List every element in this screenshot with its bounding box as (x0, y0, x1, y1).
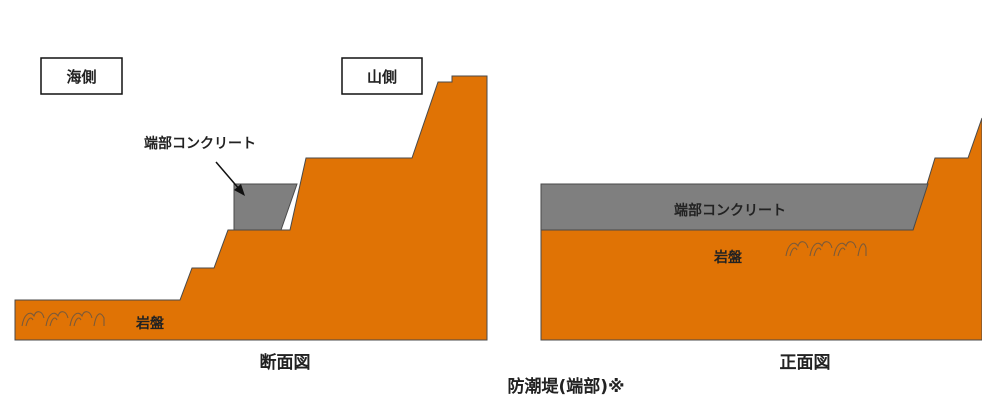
sea-side-label: 海側 (66, 68, 96, 86)
cross-section-view: 海側 山側 端部コンクリート 岩盤 断面図 (14, 57, 488, 373)
mountain-side-label-box (341, 57, 423, 95)
sea-side-label-box (40, 57, 123, 95)
section-end-concrete (233, 183, 298, 231)
section-grass-tufts (21, 311, 105, 327)
front-bedrock-label: 岩盤 (713, 249, 743, 266)
section-bedrock (14, 75, 488, 341)
concrete-pointer-arrow (215, 161, 241, 191)
front-grass-tufts (785, 241, 867, 257)
section-view-caption: 断面図 (260, 352, 311, 373)
section-concrete-label: 端部コンクリート (144, 135, 256, 152)
section-bedrock-label: 岩盤 (135, 315, 165, 332)
front-view-caption: 正面図 (780, 353, 831, 373)
concrete-pointer-arrowhead (234, 184, 245, 196)
front-concrete-label: 端部コンクリート (674, 202, 786, 219)
front-view: 端部コンクリート 岩盤 正面図 (540, 117, 982, 373)
main-title: 防潮堤(端部)※ (507, 376, 624, 397)
front-end-concrete (540, 183, 929, 231)
mountain-side-label: 山側 (367, 68, 397, 86)
